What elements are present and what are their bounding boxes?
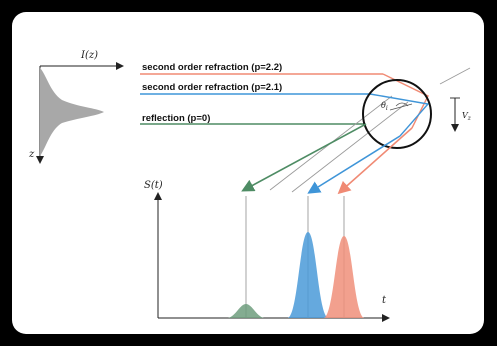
ray-p21-label: second order refraction (p=2.1) bbox=[142, 82, 282, 93]
signal-axis-label: S(t) bbox=[144, 180, 163, 191]
time-axis-label: t bbox=[382, 295, 387, 306]
z-axis-label: z bbox=[28, 149, 35, 160]
gaussian-beam-profile bbox=[40, 68, 104, 156]
signal-plot: S(t) t bbox=[144, 180, 390, 322]
normal-line bbox=[389, 103, 413, 111]
reference-rays bbox=[269, 67, 471, 193]
intensity-profile: I(z) z bbox=[28, 50, 124, 164]
ray-p0-label: reflection (p=0) bbox=[142, 113, 210, 124]
droplet-circle-icon bbox=[362, 79, 432, 149]
reference-ray-3 bbox=[439, 67, 471, 85]
peak-p0 bbox=[228, 304, 264, 318]
velocity-indicator: Vz bbox=[450, 97, 472, 132]
angle-label: θi bbox=[381, 101, 388, 112]
outgoing-ray-p22 bbox=[337, 127, 413, 195]
peak-p22 bbox=[324, 236, 364, 318]
incoming-rays: second order refraction (p=2.2) second o… bbox=[140, 62, 383, 125]
incidence-angle-arc bbox=[395, 102, 409, 107]
outgoing-ray-p21 bbox=[307, 135, 401, 194]
internal-ray-p22 bbox=[382, 73, 429, 129]
internal-rays: θi bbox=[369, 73, 430, 137]
velocity-label: Vz bbox=[462, 111, 472, 122]
outgoing-rays bbox=[241, 123, 413, 195]
peak-p21 bbox=[288, 232, 328, 318]
reference-ray-2 bbox=[291, 101, 409, 193]
ray-p22-label: second order refraction (p=2.2) bbox=[142, 62, 282, 73]
internal-ray-p21 bbox=[369, 93, 430, 137]
outgoing-ray-p0 bbox=[241, 123, 367, 192]
intensity-axis-label: I(z) bbox=[80, 50, 98, 61]
